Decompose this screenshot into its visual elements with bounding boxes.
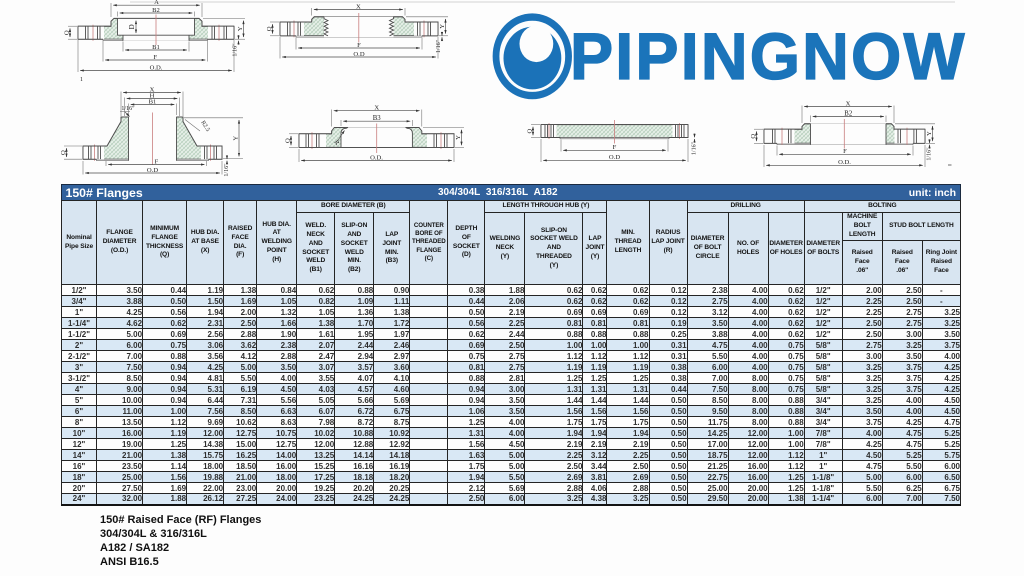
svg-text:O.D.: O.D. <box>150 64 163 71</box>
svg-text:A: A <box>154 0 159 6</box>
svg-text:R2.5: R2.5 <box>199 120 210 133</box>
svg-text:1/16″: 1/16″ <box>436 39 442 53</box>
svg-text:1/16″: 1/16″ <box>233 43 239 57</box>
svg-text:Y: Y <box>439 24 446 29</box>
svg-text:R: R <box>332 139 341 147</box>
svg-text:1/16″: 1/16″ <box>692 141 698 155</box>
svg-text:F: F <box>843 148 847 155</box>
svg-text:X: X <box>846 100 851 107</box>
svg-text:F: F <box>357 42 361 49</box>
svg-text:H: H <box>150 92 155 99</box>
svg-text:Q: Q <box>750 134 757 139</box>
svg-text:Y: Y <box>455 135 462 140</box>
svg-text:Q: Q <box>60 150 67 155</box>
svg-text:B1: B1 <box>149 98 157 105</box>
svg-text:Q: Q <box>527 128 534 133</box>
svg-text:O.D: O.D <box>609 154 620 161</box>
svg-text:Q: Q <box>64 30 71 35</box>
svg-text:O.D: O.D <box>147 167 158 174</box>
svg-text:O.D.: O.D. <box>370 154 383 161</box>
svg-text:B2: B2 <box>844 110 853 117</box>
svg-text:1/16″: 1/16″ <box>927 147 933 161</box>
svg-text:Q: Q <box>266 26 273 31</box>
svg-text:O.D.: O.D. <box>838 159 851 166</box>
svg-text:B1: B1 <box>152 44 160 51</box>
svg-text:X: X <box>150 86 155 93</box>
svg-text:B2: B2 <box>152 7 160 14</box>
svg-text:F: F <box>153 54 157 61</box>
svg-text:B3: B3 <box>373 115 382 122</box>
svg-text:X: X <box>374 105 379 112</box>
svg-text:1/16″: 1/16″ <box>224 163 230 177</box>
svg-text:Y: Y <box>926 131 933 136</box>
svg-text:1: 1 <box>80 77 83 83</box>
svg-text:1/16″: 1/16″ <box>121 106 135 112</box>
svg-text:Y: Y <box>237 26 244 31</box>
svg-text:F: F <box>613 144 617 151</box>
svg-text:Q: Q <box>285 138 292 143</box>
svg-text:D: D <box>128 24 136 29</box>
svg-text:X: X <box>356 3 361 10</box>
svg-text:F: F <box>154 158 158 165</box>
svg-text:Y: Y <box>233 136 240 141</box>
svg-text:O.D: O.D <box>353 51 364 58</box>
